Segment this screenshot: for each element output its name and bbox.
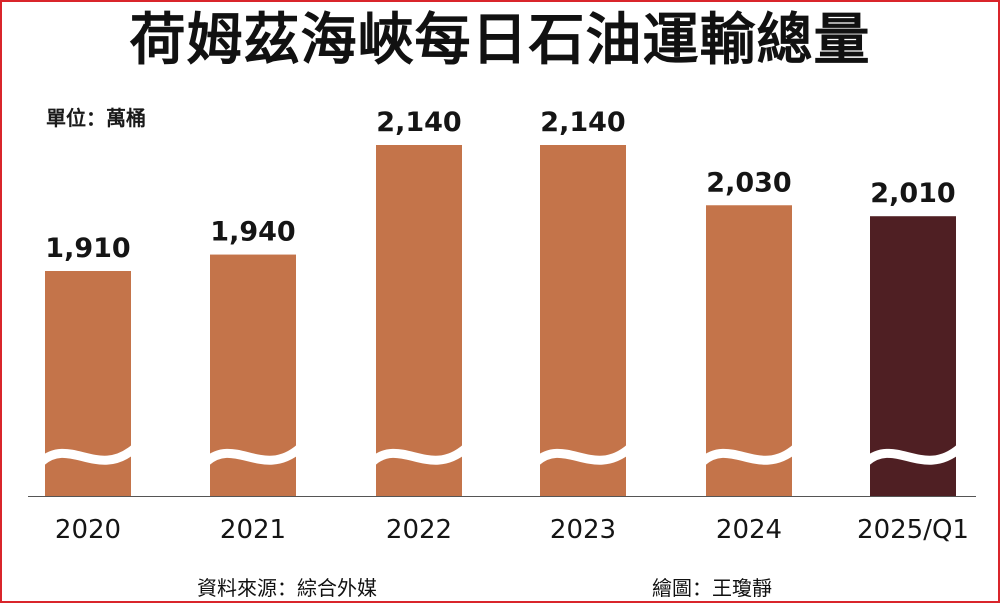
- bar-2024: [706, 205, 792, 496]
- value-label: 1,910: [45, 233, 130, 264]
- x-tick-label: 2023: [550, 515, 616, 545]
- bar-2022: [376, 145, 462, 496]
- value-label: 2,010: [870, 178, 955, 209]
- credit-label: 繪圖：王瓊靜: [652, 576, 772, 600]
- axis-break-mark: [699, 444, 799, 466]
- x-tick-label: 2020: [55, 515, 121, 545]
- x-tick-label: 2025/Q1: [857, 515, 969, 545]
- value-label: 2,140: [540, 107, 625, 138]
- value-label: 2,030: [706, 167, 791, 198]
- source-label: 資料來源：綜合外媒: [197, 576, 377, 600]
- x-tick-label: 2022: [386, 515, 452, 545]
- bar-2023: [540, 145, 626, 496]
- axis-break-mark: [863, 444, 963, 466]
- chart-title: 荷姆茲海峽每日石油運輸總量: [129, 8, 871, 73]
- unit-label: 單位：萬桶: [46, 106, 146, 130]
- x-tick-label: 2021: [220, 515, 286, 545]
- value-label: 2,140: [376, 107, 461, 138]
- x-tick-label: 2024: [716, 515, 782, 545]
- axis-break-mark: [203, 444, 303, 466]
- value-label: 1,940: [210, 217, 295, 248]
- axis-break-mark: [38, 444, 138, 466]
- axis-break-mark: [533, 444, 633, 466]
- axis-break-mark: [369, 444, 469, 466]
